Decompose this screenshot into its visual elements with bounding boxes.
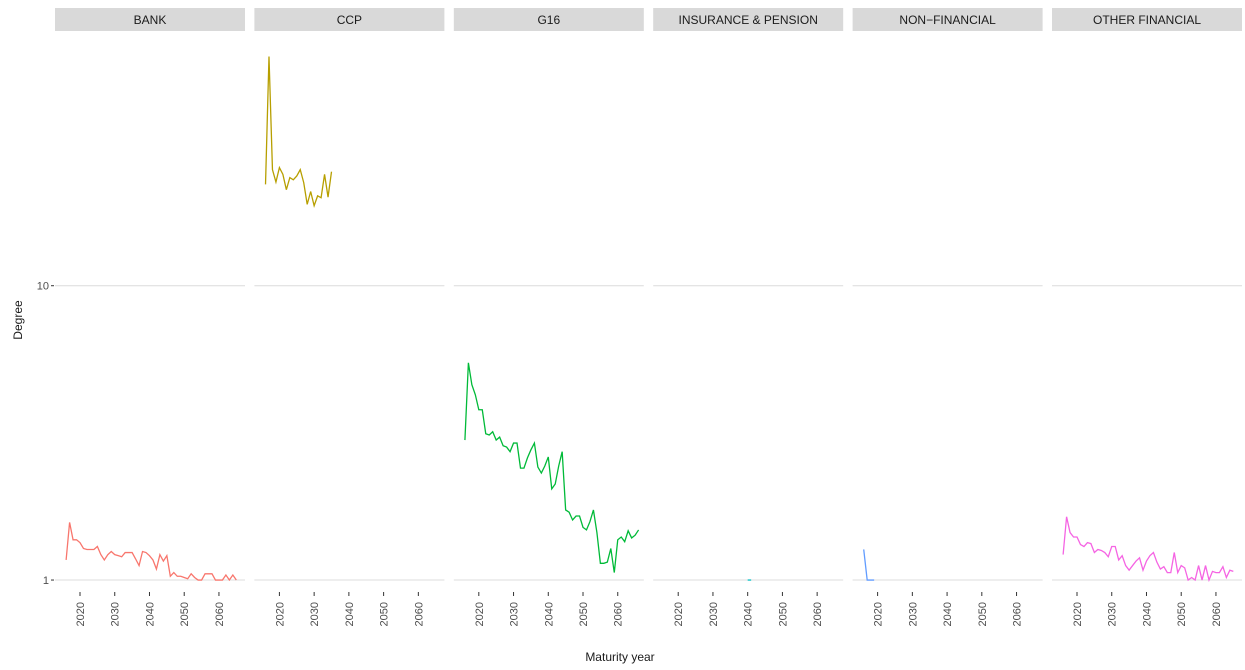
x-tick-label: 2050 [1176,602,1188,626]
x-tick-label: 2050 [379,602,391,626]
x-tick-label: 2030 [1107,602,1119,626]
x-tick-label: 2060 [413,602,425,626]
series-line [1062,516,1234,583]
x-tick-label: 2040 [1141,602,1153,626]
y-tick-label: 1 [43,575,49,587]
x-tick-label: 2030 [110,602,122,626]
x-tick-label: 2030 [907,602,919,626]
x-tick-label: 2020 [474,602,486,626]
x-tick-label: 2040 [344,602,356,626]
x-tick-label: 2060 [812,602,824,626]
facet-strip [55,8,245,31]
x-tick-label: 2050 [777,602,789,626]
x-tick-label: 2040 [942,602,954,626]
x-tick-label: 2020 [75,602,87,626]
x-tick-label: 2050 [578,602,590,626]
series-line [65,522,237,582]
facet-title: INSURANCE & PENSION [679,13,818,27]
x-tick-label: 2060 [1211,602,1223,626]
series-line [863,549,875,581]
facet-title: BANK [134,13,167,27]
facet-title: OTHER FINANCIAL [1093,13,1201,27]
x-tick-label: 2060 [1012,602,1024,626]
x-tick-label: 2060 [613,602,625,626]
facet-title: G16 [537,13,560,27]
facet-strip [852,8,1043,31]
series-line [464,362,640,573]
y-tick-label: 10 [37,281,49,293]
x-tick-label: 2020 [274,602,286,626]
x-tick-label: 2030 [509,602,521,626]
facet-strip [453,8,644,31]
facet-strip [254,8,445,31]
series-line [264,56,333,208]
x-tick-label: 2040 [743,602,755,626]
x-tick-label: 2060 [214,602,226,626]
x-tick-label: 2050 [977,602,989,626]
facet-title: CCP [337,13,362,27]
x-tick-label: 2040 [144,602,156,626]
x-tick-label: 2020 [873,602,885,626]
x-axis-title: Maturity year [585,650,654,664]
facet-title: NON−FINANCIAL [899,13,996,27]
x-tick-label: 2050 [179,602,191,626]
x-tick-label: 2020 [673,602,685,626]
y-axis-title: Degree [11,300,25,340]
x-tick-label: 2030 [309,602,321,626]
facet-strip [653,8,844,31]
x-tick-label: 2020 [1072,602,1084,626]
facet-strip [1052,8,1242,31]
x-tick-label: 2030 [708,602,720,626]
x-tick-label: 2040 [543,602,555,626]
